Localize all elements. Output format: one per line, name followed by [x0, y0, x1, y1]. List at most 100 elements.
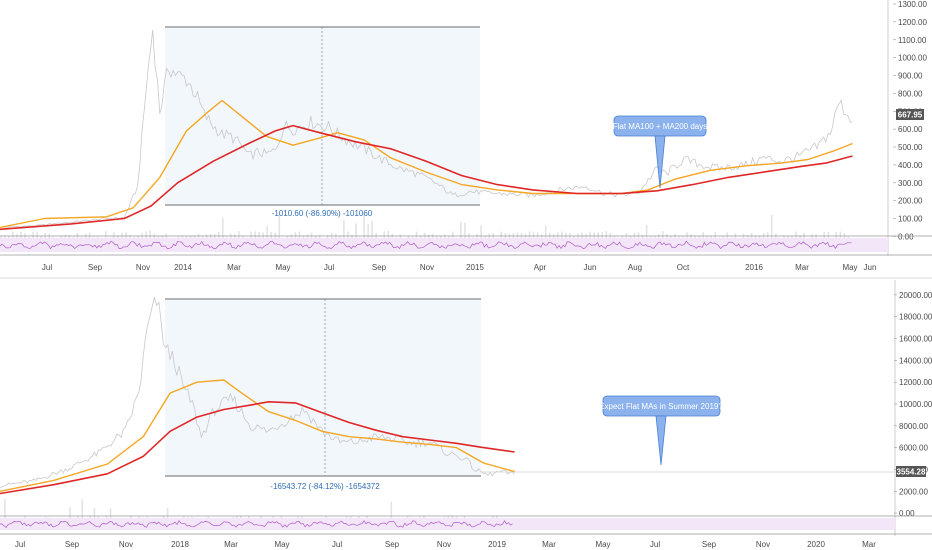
volume-bar [230, 233, 232, 240]
volume-bar [843, 232, 846, 240]
volume-bar [189, 235, 192, 240]
volume-bar [302, 235, 305, 240]
x-tick-label: May [842, 263, 857, 272]
volume-bar [76, 233, 79, 240]
y-tick-label: 8000.00 [899, 422, 928, 431]
bottom-last-price-text: 3554.28 [897, 468, 926, 477]
y-tick-label: 0.00 [898, 232, 914, 241]
x-tick-label: Sep [385, 540, 400, 549]
volume-bar [355, 223, 357, 240]
x-tick-label: Nov [420, 263, 434, 272]
volume-bar [48, 233, 50, 240]
y-tick-label: 1200.00 [898, 18, 927, 27]
top-x-axis: Jul Sep Nov 2014 Mar May Jul Sep Nov 2015 Apr Jun Au… [42, 263, 877, 272]
bottom-measure-box[interactable] [165, 299, 481, 476]
y-tick-label: 20000.00 [899, 291, 932, 300]
volume-bar [290, 234, 293, 240]
volume-bar [64, 234, 67, 240]
volume-bar [81, 499, 83, 524]
volume-bar [157, 235, 159, 240]
volume-bar [811, 234, 813, 240]
volume-bar [129, 234, 131, 240]
bottom-rsi-band [0, 518, 895, 530]
volume-bar [544, 225, 547, 240]
volume-bar [569, 233, 571, 240]
volume-bar [209, 233, 212, 240]
volume-bar [286, 235, 289, 240]
top-series [0, 29, 853, 231]
volume-bar [492, 233, 494, 240]
volume-bar [351, 234, 353, 240]
volume-bar [775, 233, 777, 240]
volume-bar [419, 235, 422, 240]
x-tick-label: Jul [324, 263, 334, 272]
x-tick-label: Jun [584, 263, 597, 272]
y-tick-label: 18000.00 [899, 313, 932, 322]
volume-bar [367, 224, 369, 240]
top-measure-box[interactable] [165, 27, 480, 205]
y-tick-label: 10000.00 [899, 400, 932, 409]
volume-bar [8, 235, 10, 240]
volume-bar [213, 233, 216, 240]
volume-bar [201, 235, 204, 240]
y-tick-label: 14000.00 [899, 356, 932, 365]
volume-bar [326, 234, 329, 240]
volume-bar [104, 231, 107, 240]
volume-bar [508, 233, 511, 240]
x-tick-label: Sep [372, 263, 387, 272]
volume-bar [613, 235, 616, 240]
volume-bar [444, 234, 446, 240]
volume-bar [629, 235, 632, 240]
volume-bar [787, 235, 789, 240]
volume-bar [621, 235, 624, 240]
x-tick-label: Mar [862, 540, 876, 549]
volume-bar [577, 233, 579, 240]
x-tick-label: Jul [42, 263, 52, 272]
y-tick-label: 300.00 [898, 179, 923, 188]
volume-bar [117, 235, 119, 240]
volume-bar [734, 233, 737, 240]
x-tick-label: Mar [224, 540, 238, 549]
bottom-callout[interactable]: Expect Flat MAs in Summer 2019? [599, 395, 723, 466]
volume-bar [24, 233, 26, 240]
x-tick-label: Nov [136, 263, 150, 272]
y-tick-label: 1100.00 [898, 36, 927, 45]
top-callout[interactable]: Flat MA100 + MA200 days [613, 115, 708, 189]
volume-bar [754, 235, 757, 240]
volume-bar [694, 235, 696, 240]
volume-bar [657, 234, 660, 240]
volume-bar [391, 233, 394, 240]
volume-bar [222, 217, 224, 240]
volume-bar [181, 235, 184, 240]
top-rsi-line [0, 240, 852, 250]
volume-bar [605, 231, 608, 240]
x-tick-label: 2020 [807, 540, 825, 549]
bottom-measure-label: -16543.72 (-84.12%) -1654372 [270, 482, 380, 491]
y-tick-label: 800.00 [898, 89, 923, 98]
top-last-price-tag: 667.95 [896, 109, 924, 120]
y-tick-label: 0.00 [899, 509, 915, 518]
volume-bar [585, 233, 587, 240]
y-tick-label: 100.00 [898, 215, 923, 224]
volume-bar [153, 233, 155, 240]
volume-bar [512, 233, 515, 240]
y-tick-label: 16000.00 [899, 335, 932, 344]
volume-bar [476, 233, 478, 240]
ma100-series-line [0, 379, 515, 492]
y-tick-label: 2000.00 [899, 487, 928, 496]
top-measure-label: -1010.60 (-86.90%) -101060 [272, 209, 373, 218]
volume-bar [653, 235, 656, 240]
volume-bar [641, 235, 644, 240]
bottom-rsi-line [0, 520, 513, 529]
x-tick-label: Mar [227, 263, 241, 272]
volume-bar [318, 234, 321, 240]
x-tick-label: Mar [542, 540, 556, 549]
volume-bar [791, 235, 793, 240]
volume-bar [504, 232, 507, 240]
ma200-series-line [0, 401, 515, 495]
x-tick-label: Sep [65, 540, 80, 549]
x-tick-label: Oct [677, 263, 690, 272]
volume-bar [427, 234, 430, 240]
volume-bar [363, 213, 365, 240]
